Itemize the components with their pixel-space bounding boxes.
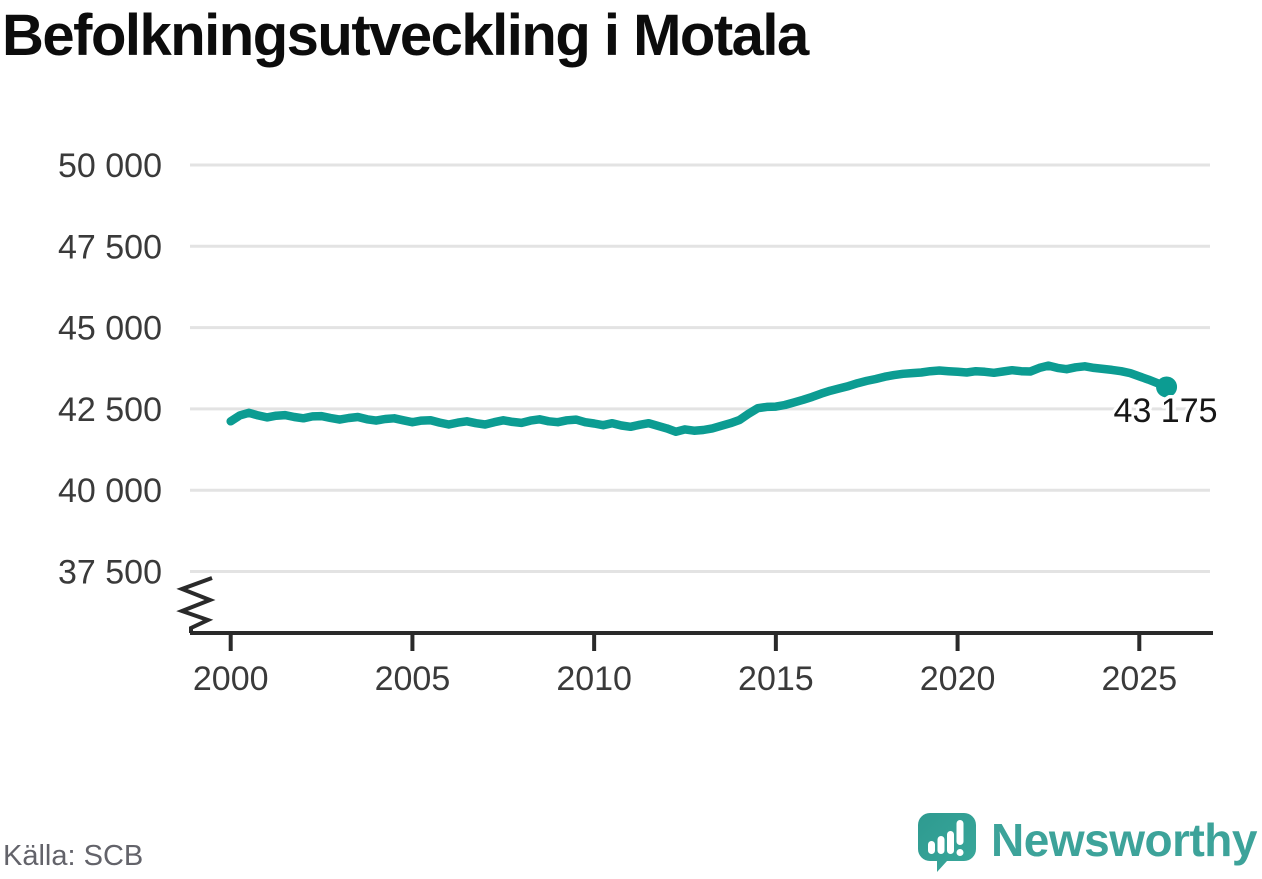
y-axis-tick-label: 47 500: [58, 228, 162, 266]
y-axis-tick-label: 40 000: [58, 472, 162, 510]
chart-title: Befolkningsutveckling i Motala: [2, 3, 809, 68]
x-axis-tick-label: 2010: [556, 660, 632, 698]
bar-chart-exclamation-glyph: [928, 820, 964, 856]
newsworthy-logo-icon: [918, 813, 977, 872]
source-note: Källa: SCB: [3, 840, 144, 872]
y-axis-tick-label: 37 500: [58, 554, 162, 592]
y-axis-tick-label: 50 000: [58, 147, 162, 185]
axis-break-icon: [176, 576, 216, 633]
y-axis-tick-label: 42 500: [58, 391, 162, 429]
x-axis-tick-label: 2025: [1101, 660, 1177, 698]
x-axis-tick-label: 2020: [920, 660, 996, 698]
newsworthy-wordmark: Newsworthy: [991, 814, 1257, 866]
population-line: [226, 361, 1171, 436]
x-axis-tick-label: 2015: [738, 660, 814, 698]
last-value-label: 43 175: [1114, 392, 1218, 430]
y-axis-tick-label: 45 000: [58, 310, 162, 348]
last-point-marker: [1156, 376, 1178, 398]
newsworthy-logo: Newsworthy: [916, 811, 1257, 875]
x-axis-tick-label: 2000: [193, 660, 269, 698]
x-axis-tick-label: 2005: [375, 660, 451, 698]
